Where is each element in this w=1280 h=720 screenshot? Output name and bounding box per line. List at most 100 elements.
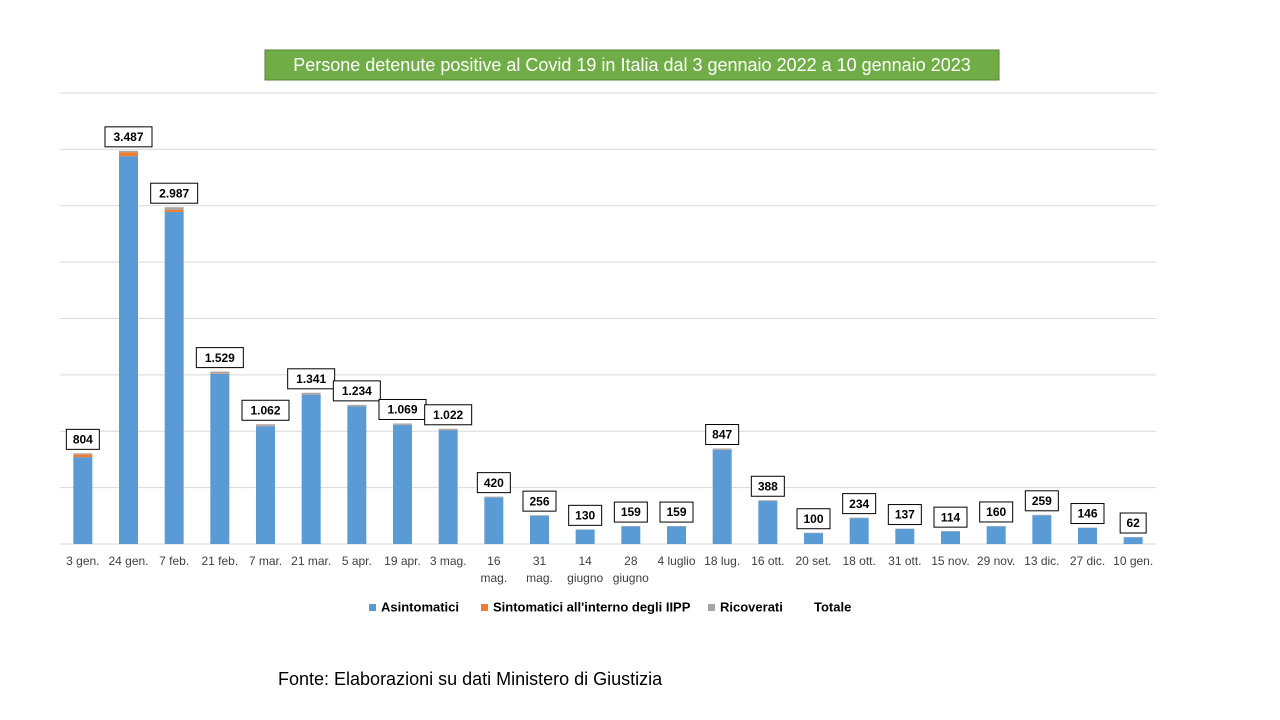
bar-segment [164, 209, 184, 212]
total-label-box [522, 490, 557, 512]
bar-segment [712, 449, 732, 544]
bar-segment [164, 211, 184, 545]
total-label-box [659, 501, 694, 523]
total-label-box [424, 404, 473, 426]
x-tick-label: 29 nov. [977, 554, 1015, 568]
bar-segment [301, 392, 321, 395]
bar-segment [484, 496, 504, 498]
x-tick-label: 15 nov. [931, 554, 969, 568]
bar-segment [895, 528, 915, 544]
bar-segment [712, 448, 732, 450]
bar-segment [347, 404, 367, 407]
bar-segment [347, 406, 367, 544]
total-label: 1.069 [387, 403, 417, 417]
total-label: 159 [621, 505, 641, 519]
total-label: 256 [529, 494, 549, 508]
total-label-box [1024, 490, 1059, 512]
x-tick-label: 24 gen. [108, 554, 148, 568]
total-label: 114 [941, 510, 961, 524]
bar-segment [758, 501, 778, 544]
bar-segment [73, 453, 93, 455]
source-note: Fonte: Elaborazioni su dati Ministero di… [278, 669, 663, 689]
x-tick-label: 31 ott. [888, 554, 921, 568]
x-tick-label: 21 mar. [291, 554, 331, 568]
bar-segment [1123, 537, 1143, 544]
total-label: 130 [575, 509, 595, 523]
total-label: 137 [895, 508, 915, 522]
bar-segment [256, 426, 275, 544]
x-tick-label: 5 apr. [342, 554, 372, 568]
bar-segment [575, 529, 595, 544]
total-label: 1.529 [205, 351, 235, 365]
total-label: 62 [1126, 516, 1140, 530]
total-label: 146 [1077, 507, 1097, 521]
total-label-box [568, 504, 603, 526]
x-tick-label: 7 mar. [249, 554, 282, 568]
legend-label: Ricoverati [720, 599, 783, 614]
total-label-box [476, 472, 511, 494]
total-label-box [1119, 512, 1147, 534]
x-tick-label: 16 ott. [751, 554, 784, 568]
total-label: 1.062 [250, 403, 280, 417]
bar-segment [256, 424, 275, 426]
bar-segment [986, 526, 1006, 544]
bar-segment [73, 454, 93, 458]
bar-segment [530, 515, 549, 544]
bar-segment [73, 457, 93, 544]
total-label-box [750, 475, 785, 497]
total-label: 2.987 [159, 186, 189, 200]
total-label-box [796, 508, 831, 530]
total-label: 159 [666, 505, 686, 519]
x-tick-label: 16 mag. [480, 554, 507, 585]
bar-segment [438, 428, 458, 430]
bar-segment [438, 430, 458, 544]
legend-swatch [481, 604, 488, 611]
bar-segment [393, 423, 412, 425]
legend-label: Sintomatici all'interno degli IIPP [493, 599, 691, 614]
total-label: 1.234 [342, 384, 372, 398]
bar-segment [301, 394, 321, 544]
bar-segment [758, 500, 778, 501]
total-label: 259 [1032, 494, 1052, 508]
bar-segment [667, 526, 686, 544]
bar-segment [164, 207, 184, 210]
total-label: 804 [73, 433, 93, 447]
bar-segment [530, 515, 549, 516]
total-label-box [104, 126, 153, 148]
bar-segment [941, 531, 960, 544]
x-tick-label: 27 dic. [1070, 554, 1105, 568]
x-tick-label: 3 mag. [430, 554, 467, 568]
bar-segment [210, 373, 230, 544]
total-label-box [933, 506, 968, 528]
total-label: 3.487 [113, 130, 143, 144]
bar-segment [621, 526, 641, 544]
legend-label: Asintomatici [381, 599, 459, 614]
bar-segment [849, 518, 869, 544]
total-label-box [979, 501, 1014, 523]
total-label-box [287, 368, 336, 390]
x-tick-label: 4 luglio [657, 554, 695, 568]
legend-label: Totale [814, 599, 851, 614]
total-label-box [613, 501, 648, 523]
total-label: 420 [484, 476, 504, 490]
x-tick-label: 18 lug. [704, 554, 740, 568]
x-tick-label: 19 apr. [384, 554, 421, 568]
legend-swatch [369, 604, 376, 611]
x-tick-label: 18 ott. [842, 554, 875, 568]
bar-segment [210, 373, 230, 374]
total-label-box [241, 399, 290, 421]
x-tick-label: 10 gen. [1113, 554, 1153, 568]
total-label-box [887, 504, 922, 526]
bar-segment [804, 533, 823, 544]
bar-segment [210, 371, 230, 374]
total-label-box [842, 493, 877, 515]
total-label: 847 [712, 428, 732, 442]
x-tick-label: 7 feb. [159, 554, 189, 568]
total-label: 160 [986, 505, 1006, 519]
total-label-box [65, 428, 100, 450]
x-tick-label: 3 gen. [66, 554, 99, 568]
x-tick-label: 28 giugno [613, 554, 649, 585]
legend-swatch [708, 604, 715, 611]
total-label-box [332, 380, 381, 402]
